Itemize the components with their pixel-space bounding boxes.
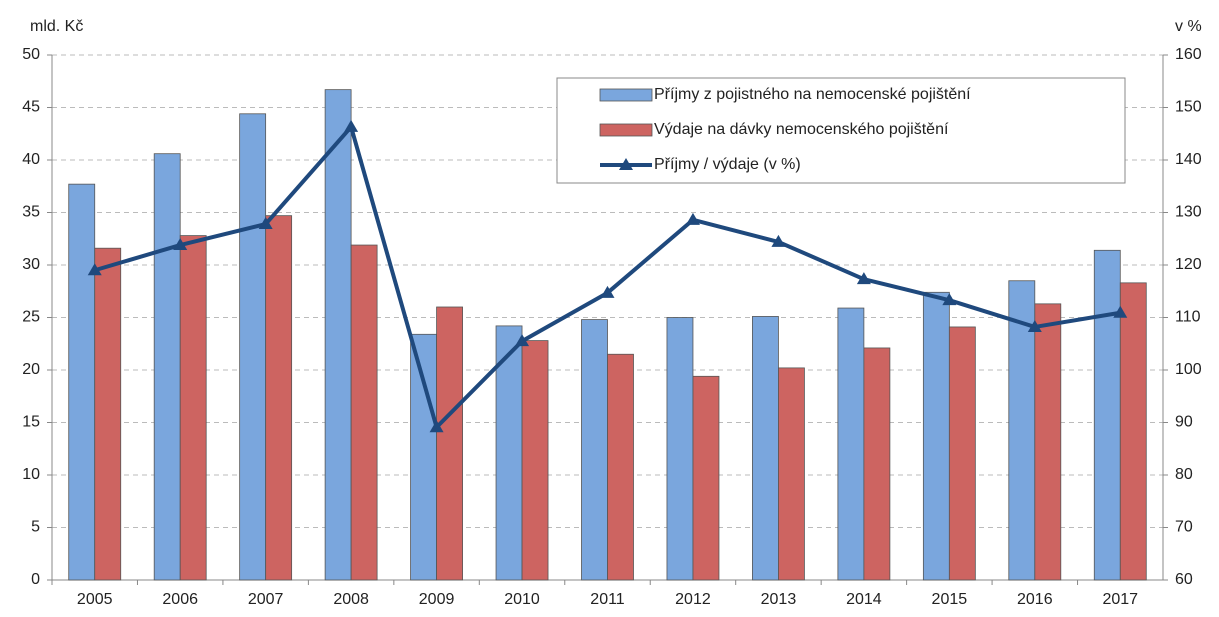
line-marker: [258, 217, 273, 230]
y2-tick-label: 100: [1175, 361, 1202, 378]
line-marker: [856, 272, 871, 285]
y-tick-label: 5: [31, 519, 40, 536]
line-marker: [515, 334, 530, 347]
bar: [607, 353, 634, 581]
bar: [179, 235, 207, 581]
line-marker: [771, 234, 786, 247]
y2-tick-label: 150: [1175, 99, 1202, 116]
y2-tick-label: 90: [1175, 414, 1193, 431]
y-tick-label: 10: [22, 466, 40, 483]
legend-label: Příjmy / výdaje (v %): [654, 156, 801, 173]
bar: [350, 244, 378, 581]
x-tick-label: 2016: [1017, 591, 1053, 608]
y2-tick-label: 120: [1175, 256, 1202, 273]
bar: [495, 325, 523, 581]
x-tick-label: 2017: [1102, 591, 1138, 608]
y2-tick-label: 160: [1175, 46, 1202, 63]
x-tick-label: 2006: [162, 591, 198, 608]
bar: [863, 347, 891, 581]
x-tick-label: 2013: [761, 591, 797, 608]
y2-tick-label: 60: [1175, 571, 1193, 588]
x-tick-label: 2010: [504, 591, 540, 608]
line-marker: [600, 285, 615, 298]
bar: [837, 307, 865, 581]
y-tick-label: 40: [22, 151, 40, 168]
line-marker: [173, 238, 188, 251]
y-axis-label: mld. Kč: [30, 18, 83, 35]
bar: [922, 291, 950, 581]
bar: [581, 319, 608, 581]
legend-label: Příjmy z pojistného na nemocenské pojišt…: [654, 86, 971, 103]
x-tick-label: 2014: [846, 591, 882, 608]
y-tick-label: 45: [22, 99, 40, 116]
y-tick-label: 30: [22, 256, 40, 273]
x-tick-label: 2005: [77, 591, 113, 608]
bar: [948, 326, 976, 581]
y-tick-label: 15: [22, 414, 40, 431]
y2-tick-label: 130: [1175, 204, 1202, 221]
bar: [521, 340, 549, 581]
y2-tick-label: 140: [1175, 151, 1202, 168]
bar: [94, 247, 122, 581]
bar: [324, 89, 352, 581]
bar: [410, 333, 437, 581]
bar: [239, 113, 267, 581]
y-tick-label: 0: [31, 571, 40, 588]
line-marker: [344, 119, 359, 132]
y-tick-label: 35: [22, 204, 40, 221]
y2-axis-label: v %: [1175, 18, 1202, 35]
x-tick-label: 2008: [333, 591, 369, 608]
bar: [692, 375, 720, 581]
line-marker: [1113, 305, 1128, 318]
x-tick-label: 2007: [248, 591, 284, 608]
bar: [436, 306, 463, 581]
line-marker: [685, 212, 700, 225]
bar: [153, 153, 181, 581]
line-marker: [942, 293, 957, 306]
x-tick-label: 2012: [675, 591, 711, 608]
bar: [752, 316, 779, 581]
legend-swatch: [599, 123, 653, 137]
legend-swatch: [619, 158, 633, 170]
y2-tick-label: 70: [1175, 519, 1193, 536]
line-marker: [429, 420, 444, 433]
legend-swatch: [599, 88, 653, 102]
x-tick-label: 2015: [932, 591, 968, 608]
x-tick-label: 2011: [590, 591, 625, 608]
bar: [1034, 303, 1062, 581]
bar: [1093, 249, 1121, 581]
line-marker: [1027, 319, 1042, 332]
line-marker: [87, 263, 102, 276]
bar: [68, 183, 96, 581]
bar: [778, 367, 805, 581]
legend-label: Výdaje na dávky nemocenského pojištění: [654, 121, 949, 138]
y-tick-label: 50: [22, 46, 40, 63]
y-tick-label: 20: [22, 361, 40, 378]
x-tick-label: 2009: [419, 591, 455, 608]
bar: [1119, 282, 1147, 581]
y2-tick-label: 110: [1175, 309, 1201, 326]
y2-tick-label: 80: [1175, 466, 1193, 483]
bar: [265, 215, 293, 581]
bar: [666, 317, 694, 581]
y-tick-label: 25: [22, 309, 40, 326]
